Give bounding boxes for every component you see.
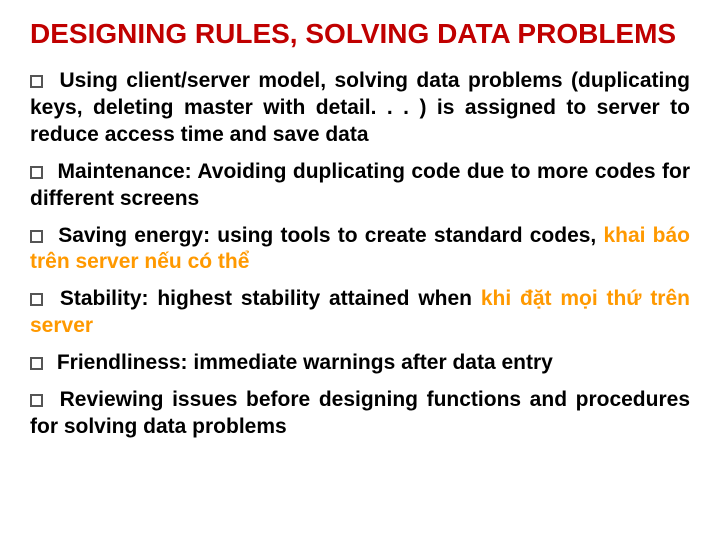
bullet-text-segment: Using client/server model, solving data … bbox=[30, 69, 690, 146]
bullet-item: Reviewing issues before designing functi… bbox=[30, 387, 690, 441]
checkbox-icon bbox=[30, 394, 43, 407]
bullet-item: Saving energy: using tools to create sta… bbox=[30, 223, 690, 277]
bullet-item: Maintenance: Avoiding duplicating code d… bbox=[30, 159, 690, 213]
slide: DESIGNING RULES, SOLVING DATA PROBLEMS U… bbox=[0, 0, 720, 540]
checkbox-icon bbox=[30, 230, 43, 243]
checkbox-icon bbox=[30, 166, 43, 179]
checkbox-icon bbox=[30, 357, 43, 370]
bullet-item: Stability: highest stability attained wh… bbox=[30, 286, 690, 340]
bullet-item: Using client/server model, solving data … bbox=[30, 68, 690, 149]
bullet-list: Using client/server model, solving data … bbox=[30, 68, 690, 441]
slide-title: DESIGNING RULES, SOLVING DATA PROBLEMS bbox=[30, 18, 690, 50]
checkbox-icon bbox=[30, 293, 43, 306]
bullet-text-segment: Saving energy: using tools to create sta… bbox=[58, 224, 603, 247]
checkbox-icon bbox=[30, 75, 43, 88]
bullet-text-segment: Friendliness: immediate warnings after d… bbox=[57, 351, 553, 374]
bullet-text-segment: Reviewing issues before designing functi… bbox=[30, 388, 690, 438]
bullet-item: Friendliness: immediate warnings after d… bbox=[30, 350, 690, 377]
bullet-text-segment: Maintenance: Avoiding duplicating code d… bbox=[30, 160, 690, 210]
bullet-text-segment: Stability: highest stability attained wh… bbox=[60, 287, 481, 310]
